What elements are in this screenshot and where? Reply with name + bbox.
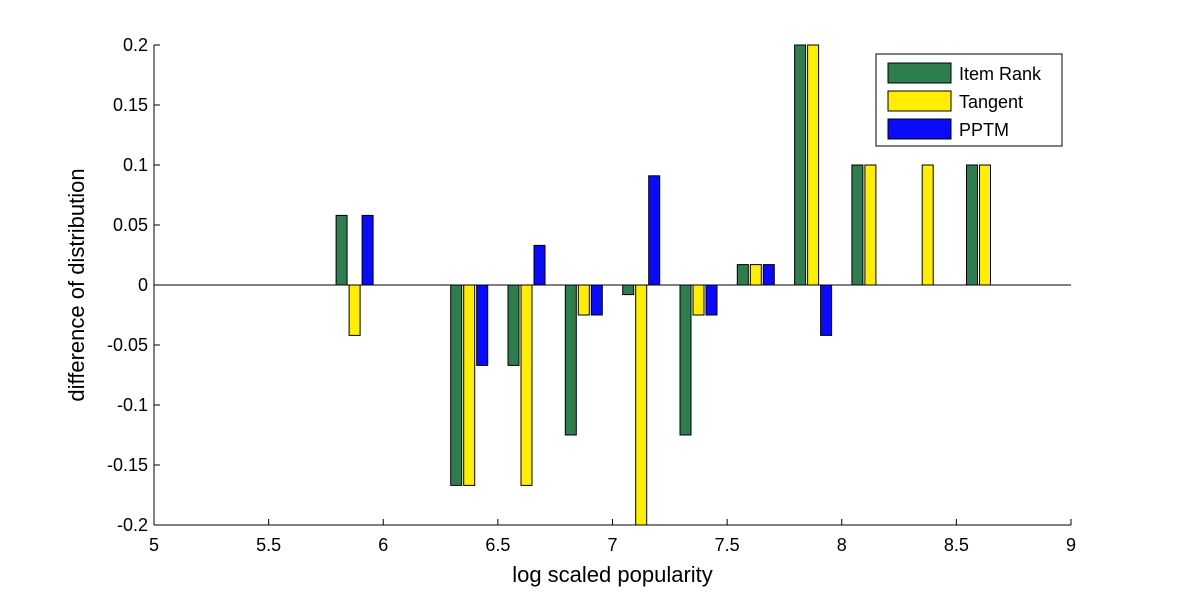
y-tick-label: -0.1	[117, 395, 148, 415]
y-tick-label: 0.2	[123, 35, 148, 55]
bar-item-rank-5	[679, 284, 692, 436]
legend-label: Tangent	[959, 92, 1023, 112]
bar-pptm-0	[361, 214, 374, 286]
legend-swatch-item-rank	[887, 62, 952, 84]
x-tick-label: 5.5	[256, 535, 281, 555]
x-tick-label: 8	[837, 535, 847, 555]
x-axis-ticks: 5 5.5 6 6.5 7 7.5 8 8.5 9	[149, 519, 1076, 555]
bar-tangent-3	[577, 284, 590, 316]
bar-pptm-5	[705, 284, 718, 316]
bar-pptm-4	[648, 175, 661, 286]
bar-item-rank-8	[851, 164, 864, 286]
bar-tangent-6	[749, 264, 762, 286]
x-tick-label: 8.5	[944, 535, 969, 555]
bar-item-rank-6	[736, 264, 749, 286]
bar-tangent-1	[463, 284, 476, 486]
x-tick-label: 5	[149, 535, 159, 555]
x-tick-label: 7	[607, 535, 617, 555]
bar-tangent-2	[520, 284, 533, 486]
bar-item-rank-1	[450, 284, 463, 486]
bar-pptm-1	[476, 284, 489, 366]
x-tick-label: 7.5	[715, 535, 740, 555]
bar-item-rank-4	[622, 284, 635, 296]
bar-tangent-7	[807, 44, 820, 286]
bar-item-rank-10	[966, 164, 978, 286]
bar-item-rank-2	[507, 284, 520, 366]
legend: Item Rank Tangent PPTM	[875, 53, 1063, 147]
bar-item-rank-7	[794, 44, 807, 286]
bar-pptm-2	[533, 244, 546, 286]
bar-pptm-7	[820, 284, 833, 336]
y-tick-label: 0.15	[113, 95, 148, 115]
y-tick-label: 0.05	[113, 215, 148, 235]
x-tick-label: 6	[378, 535, 388, 555]
bar-tangent-4	[635, 284, 648, 526]
bar-pptm-3	[590, 284, 603, 316]
y-axis-label: difference of distribution	[64, 168, 89, 401]
bar-tangent-0	[348, 284, 361, 336]
y-tick-label: -0.05	[107, 335, 148, 355]
y-tick-label: -0.2	[117, 515, 148, 535]
bar-tangent-8	[864, 164, 877, 286]
x-tick-label: 6.5	[485, 535, 510, 555]
legend-label: PPTM	[959, 120, 1009, 140]
legend-label: Item Rank	[959, 64, 1042, 84]
bar-tangent-9	[921, 164, 934, 286]
y-axis-ticks: 0.2 0.15 0.1 0.05 0 -0.05 -0.1 -0.15 -0.2	[107, 35, 160, 535]
bar-item-rank-3	[564, 284, 577, 436]
x-axis-label: log scaled popularity	[512, 562, 713, 587]
legend-swatch-pptm	[887, 118, 952, 140]
bar-item-rank-0	[335, 214, 348, 286]
y-tick-label: -0.15	[107, 455, 148, 475]
bar-tangent-10	[979, 164, 991, 286]
bar-pptm-6	[762, 264, 775, 286]
legend-swatch-tangent	[887, 90, 952, 112]
bar-tangent-5	[692, 284, 705, 316]
x-tick-label: 9	[1066, 535, 1076, 555]
y-tick-label: 0.1	[123, 155, 148, 175]
y-tick-label: 0	[138, 275, 148, 295]
